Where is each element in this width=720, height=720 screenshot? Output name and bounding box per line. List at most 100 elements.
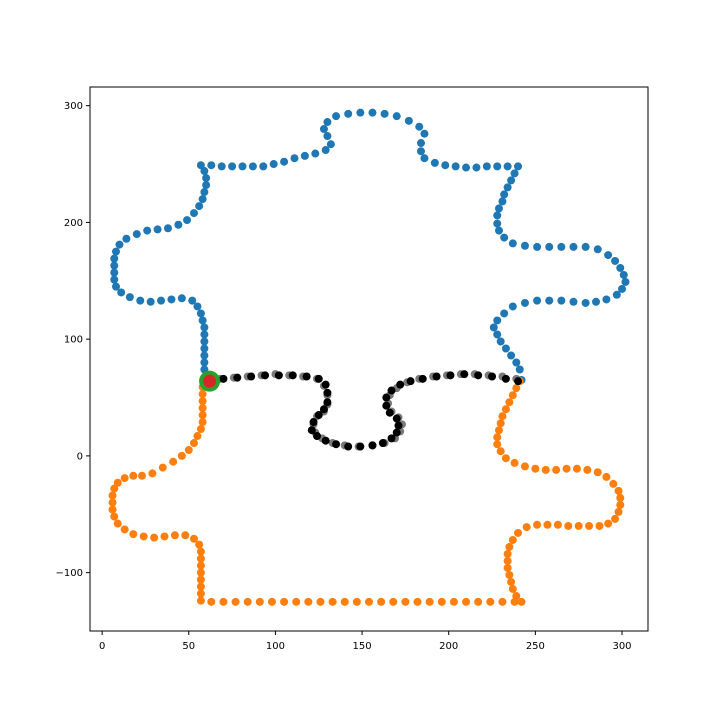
series-1-point-24	[113, 519, 122, 528]
series-1-point-44	[231, 597, 240, 606]
series-0-point-106	[146, 297, 155, 306]
series-1-point-84	[574, 521, 583, 530]
series-0-point-88	[189, 209, 198, 218]
series-0-point-18	[602, 295, 611, 304]
series-1-point-50	[304, 597, 313, 606]
series-1-point-78	[514, 528, 523, 537]
series-3-point-2	[233, 373, 242, 382]
series-0-point-87	[195, 202, 204, 211]
series-1-point-86	[595, 521, 604, 530]
series-3-point-36	[460, 370, 469, 379]
series-0-point-46	[493, 162, 502, 171]
series-0-point-55	[416, 139, 425, 148]
series-0-point-65	[323, 118, 332, 127]
series-0-point-81	[196, 161, 205, 170]
series-1	[108, 376, 625, 606]
series-1-point-21	[108, 498, 117, 507]
series-1-point-77	[508, 535, 517, 544]
series-1-point-82	[553, 520, 562, 529]
series-1-point-102	[520, 462, 529, 471]
series-1-point-106	[493, 440, 502, 449]
series-3-point-12	[319, 405, 328, 414]
series-1-point-7	[196, 425, 205, 434]
series-0-point-80	[207, 161, 216, 170]
series-1-point-48	[280, 597, 289, 606]
series-1-point-13	[158, 463, 167, 472]
series-3-point-9	[321, 380, 330, 389]
series-0-point-110	[188, 296, 197, 305]
series-0-point-62	[356, 108, 365, 117]
series-1-point-113	[508, 391, 517, 400]
series-0-point-26	[593, 245, 602, 254]
series-0-point-69	[321, 146, 330, 155]
series-0-point-76	[248, 162, 257, 171]
y-tick-label-1: 0	[77, 451, 83, 462]
series-0-point-38	[494, 204, 503, 213]
series-3-point-17	[321, 436, 330, 445]
series-1-point-73	[503, 563, 512, 572]
series-3-point-33	[418, 374, 427, 383]
x-tick-label-5: 250	[526, 641, 545, 652]
series-0-point-24	[611, 256, 620, 265]
series-1-point-74	[503, 556, 512, 565]
series-0-point-73	[280, 157, 289, 166]
series-1-point-104	[501, 454, 510, 463]
series-0-point-32	[520, 241, 529, 250]
series-3-point-29	[382, 393, 391, 402]
series-0-point-100	[110, 268, 119, 277]
series-1-point-57	[389, 597, 398, 606]
x-tick-label-2: 100	[266, 641, 285, 652]
series-0-point-78	[228, 162, 237, 171]
series-1-point-3	[198, 397, 207, 406]
series-1-point-69	[512, 591, 521, 600]
series-3-point-7	[302, 372, 311, 381]
series-1-point-27	[139, 532, 148, 541]
series-0-point-57	[415, 122, 424, 131]
series-1-point-35	[196, 554, 205, 563]
series-1-point-90	[616, 500, 625, 509]
series-3-point-28	[382, 401, 391, 410]
series-1-point-80	[533, 520, 542, 529]
series-0-point-4	[501, 344, 510, 353]
series-0-point-86	[198, 195, 207, 204]
series-0-point-97	[111, 247, 120, 256]
series-0-point-39	[498, 197, 507, 206]
series-1-point-98	[562, 464, 571, 473]
series-0-point-49	[462, 163, 471, 172]
series-1-point-5	[198, 411, 207, 420]
series-1-point-92	[614, 486, 623, 495]
series-0-point-102	[111, 282, 120, 291]
series-0-point-36	[493, 219, 502, 228]
series-0-point-1	[515, 365, 524, 374]
series-3-point-40	[514, 377, 523, 386]
series-0-point-115	[200, 330, 209, 339]
series-1-point-12	[169, 457, 178, 466]
series-0-point-112	[196, 309, 205, 318]
series-1-point-30	[170, 531, 179, 540]
series-1-point-10	[184, 446, 193, 455]
series-3-point-15	[307, 426, 316, 435]
series-3-point-39	[501, 374, 510, 383]
series-0-point-8	[493, 316, 502, 325]
series-1-point-60	[425, 597, 434, 606]
series-1-point-83	[564, 521, 573, 530]
series-0-point-25	[604, 251, 613, 260]
series-1-point-68	[517, 597, 526, 606]
series-0-point-95	[122, 234, 131, 243]
x-tick-label-6: 300	[612, 641, 631, 652]
series-0-point-85	[200, 188, 209, 197]
series-0-point-64	[332, 112, 341, 121]
series-0-point-30	[545, 242, 554, 251]
series-1-point-25	[120, 525, 129, 534]
series-3-point-1	[219, 374, 228, 383]
series-0-point-113	[198, 316, 207, 325]
x-tick-label-4: 200	[439, 641, 458, 652]
series-1-point-20	[108, 491, 117, 500]
series-0-point-75	[259, 162, 268, 171]
series-1-point-36	[196, 561, 205, 570]
x-tick-label-0: 0	[99, 641, 105, 652]
series-3-point-11	[323, 398, 332, 407]
y-tick-label-3: 200	[64, 218, 83, 229]
series-0-point-16	[581, 298, 590, 307]
series-0-point-33	[508, 239, 517, 248]
